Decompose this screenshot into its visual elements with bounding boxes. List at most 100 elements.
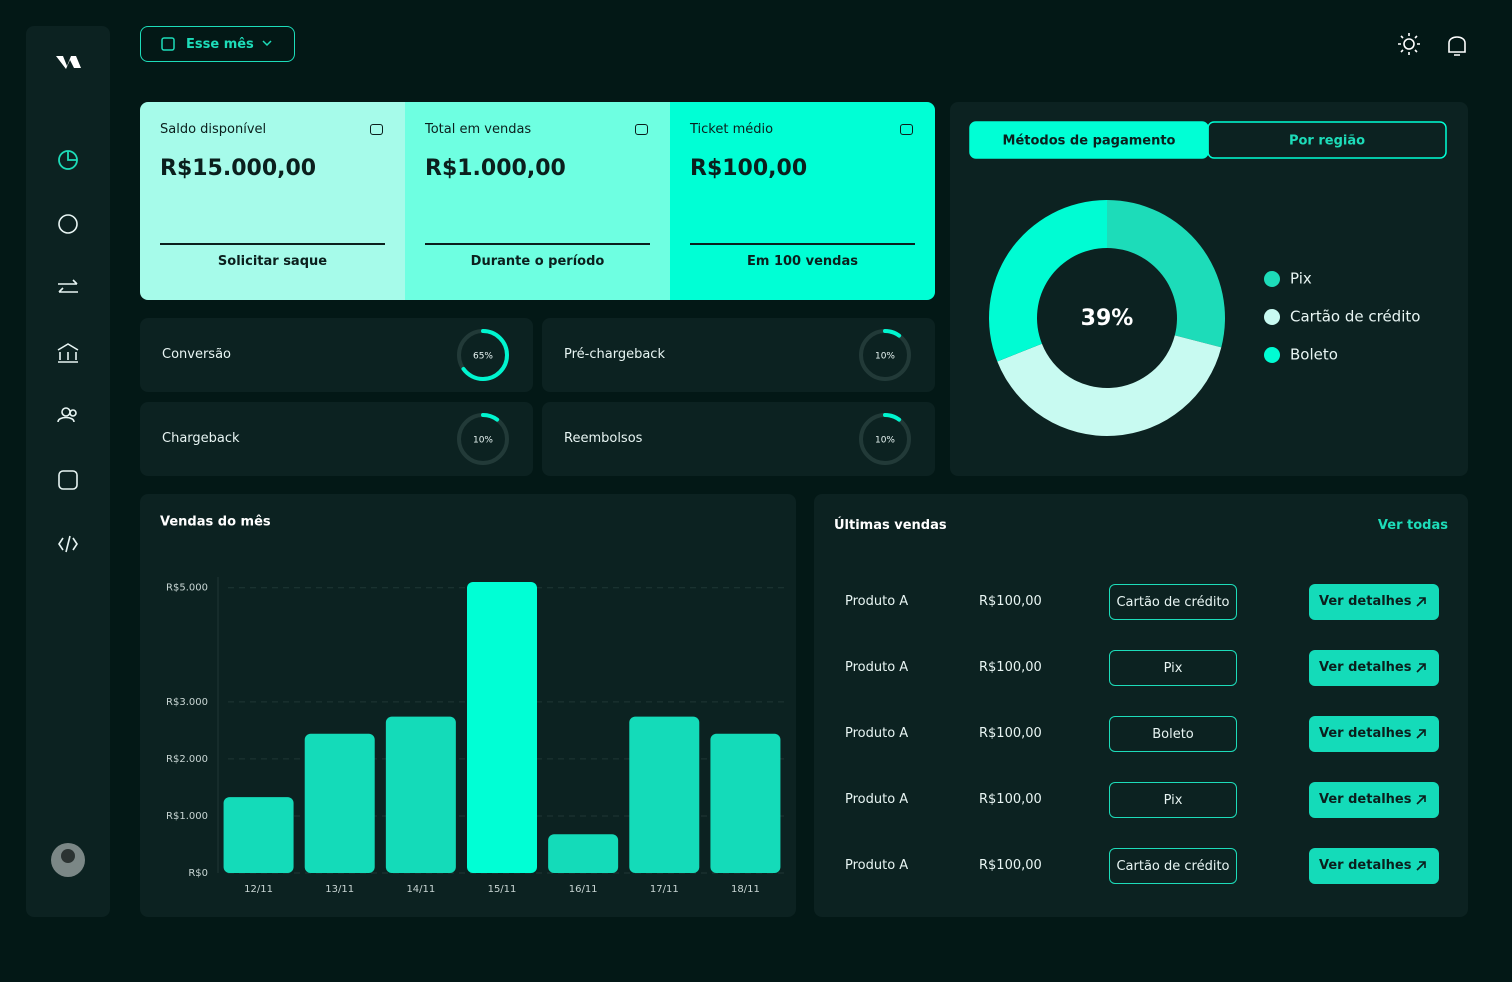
- nav-settings[interactable]: [58, 470, 78, 490]
- details-button[interactable]: Ver detalhes: [1309, 848, 1439, 884]
- details-button[interactable]: Ver detalhes: [1309, 584, 1439, 620]
- bar: [223, 797, 294, 873]
- ring-label: 65%: [473, 352, 493, 362]
- recent-sales-panel: Últimas vendas Ver todas Produto A R$100,00…: [814, 494, 1468, 917]
- card-icon: [370, 124, 383, 135]
- metric-ring: 10%: [859, 329, 911, 381]
- arrow-icon: [1416, 795, 1426, 805]
- nav-finance[interactable]: [58, 214, 78, 234]
- ring-label: 10%: [875, 352, 895, 362]
- nav-users[interactable]: [57, 407, 77, 423]
- x-tick-label: 12/11: [244, 884, 273, 895]
- arrow: [1416, 861, 1426, 871]
- ring-label: 10%: [875, 436, 895, 446]
- summary-cards: Saldo disponível R$15.000,00 Solicitar saq…: [140, 102, 935, 300]
- donut-segment: [989, 200, 1107, 362]
- summary-card: Ticket médio R$100,00 Em 100 vendas: [670, 102, 935, 300]
- tab[interactable]: [1207, 121, 1447, 159]
- card-icon: [635, 124, 648, 135]
- y-tick-label: R$5.000: [166, 583, 208, 594]
- arrow-icon: [1416, 729, 1426, 739]
- legend-dot: [1264, 309, 1280, 325]
- y-tick-label: R$0: [188, 868, 208, 879]
- payment-method: Boleto: [1109, 716, 1237, 752]
- metric-ring: 65%: [457, 329, 509, 381]
- bar: [467, 582, 537, 873]
- card-amount: R$1.000,00: [425, 156, 566, 181]
- summary-card: Total em vendas R$1.000,00 Durante o perío…: [405, 102, 670, 300]
- x-tick-label: 16/11: [569, 884, 598, 895]
- theme-toggle[interactable]: [1398, 33, 1420, 55]
- details-button[interactable]: Ver detalhes: [1309, 716, 1439, 752]
- arrow: [1416, 597, 1426, 607]
- legend-dot: [1264, 347, 1280, 363]
- card-label: Total em vendas: [425, 122, 532, 137]
- metric-label: Conversão: [162, 347, 231, 362]
- bar: [548, 834, 619, 873]
- sales-chart: Vendas do mês R$0 R$1.000 R$2.000 R$3.000 R$5…: [160, 515, 786, 895]
- x-tick-label: 17/11: [650, 884, 679, 895]
- card-label: Saldo disponível: [160, 122, 267, 137]
- arrow: [1416, 729, 1426, 739]
- metric-label: Reembolsos: [564, 431, 643, 446]
- product-name: Produto A: [845, 660, 909, 675]
- section-title: Últimas vendas: [834, 518, 947, 533]
- card-footer: Durante o período: [470, 254, 605, 269]
- period-icons: [161, 37, 272, 51]
- metric-card: [140, 402, 533, 476]
- card-footer: Em 100 vendas: [747, 254, 858, 269]
- arrow-icon: [1416, 663, 1426, 673]
- product-name: Produto A: [845, 858, 909, 873]
- y-tick-label: R$1.000: [166, 811, 208, 822]
- card-amount: R$15.000,00: [160, 156, 317, 181]
- period-button[interactable]: Esse mês: [140, 26, 295, 62]
- product-name: Produto A: [845, 726, 909, 741]
- metric-card: [542, 402, 935, 476]
- sidebar-icons: [51, 56, 85, 877]
- tab-label: Métodos de pagamento: [1003, 134, 1176, 149]
- product-name: Produto A: [845, 594, 909, 609]
- price: R$100,00: [979, 594, 1042, 609]
- card-footer[interactable]: Solicitar saque: [217, 254, 328, 269]
- avatar-face: [61, 849, 75, 863]
- product-name: Produto A: [845, 792, 909, 807]
- arrow-icon: [1416, 597, 1426, 607]
- payment-method: Pix: [1109, 782, 1237, 818]
- arrow: [1416, 795, 1426, 805]
- legend-dot: [1264, 271, 1280, 287]
- period-label: Esse mês: [186, 36, 254, 52]
- metric-ring: 10%: [457, 413, 509, 465]
- donut-center: 39%: [1081, 306, 1134, 331]
- ring-progress: [859, 413, 911, 465]
- notifications[interactable]: [1448, 36, 1466, 56]
- ring-label: 10%: [473, 436, 493, 446]
- logo: [56, 56, 81, 69]
- legend-label: Boleto: [1290, 346, 1338, 364]
- metric-ring: 10%: [859, 413, 911, 465]
- ring-progress: [457, 413, 509, 465]
- payment-chart: Métodos de pagamento Por região Pix Cartão …: [969, 121, 1447, 436]
- nav-developer[interactable]: [58, 535, 78, 553]
- price: R$100,00: [979, 858, 1042, 873]
- payment-method: Cartão de crédito: [1109, 848, 1237, 884]
- bar: [710, 733, 781, 873]
- payment-method: Pix: [1109, 650, 1237, 686]
- card-divider: [690, 243, 915, 245]
- card-label: Ticket médio: [690, 122, 774, 137]
- details-button[interactable]: Ver detalhes: [1309, 650, 1439, 686]
- metric-card: [140, 318, 533, 392]
- nav-dashboard[interactable]: [58, 150, 78, 170]
- see-all-link[interactable]: Ver todas: [1377, 518, 1448, 533]
- chevron: [262, 40, 272, 47]
- ring-progress: [859, 329, 911, 381]
- donut-segment: [997, 335, 1222, 436]
- details-button[interactable]: Ver detalhes: [1309, 782, 1439, 818]
- donut-segment: [1107, 200, 1225, 348]
- arrow-icon: [1416, 861, 1426, 871]
- nav-transfers[interactable]: [58, 279, 78, 293]
- legend-label: Cartão de crédito: [1290, 308, 1420, 326]
- x-tick-label: 15/11: [488, 884, 517, 895]
- chart-title: Vendas do mês: [160, 515, 271, 530]
- nav-bank[interactable]: [57, 343, 79, 363]
